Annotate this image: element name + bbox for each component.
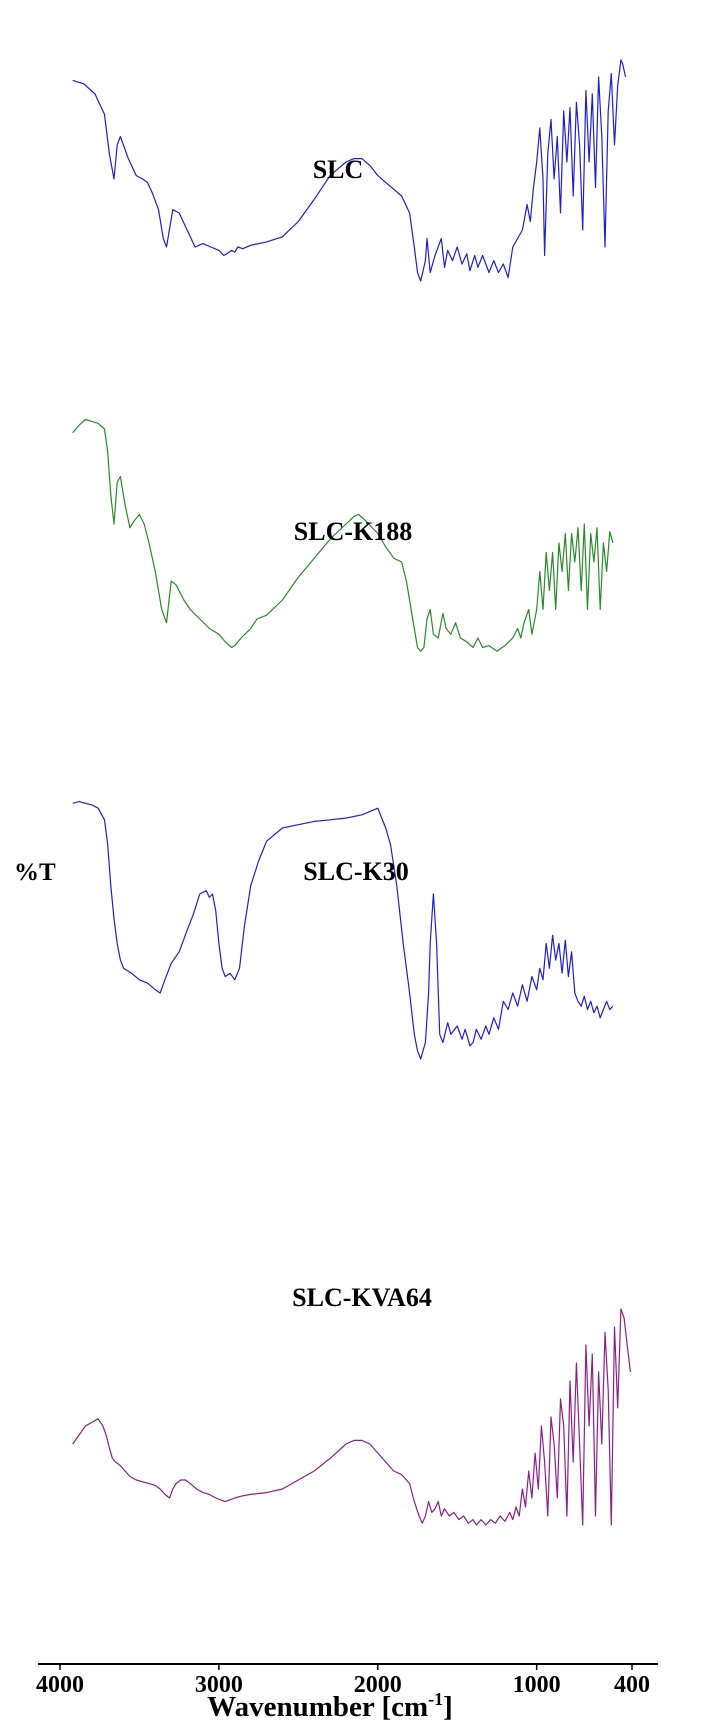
series-label-slc-k188: SLC-K188 [294, 517, 412, 546]
series-line-slc-kva64 [72, 1308, 631, 1526]
x-tick-label-1000: 1000 [513, 1672, 561, 1698]
series-label-slc-k30: SLC-K30 [303, 857, 408, 886]
spectra-group [72, 59, 631, 1526]
series-line-slc-k188 [72, 418, 614, 652]
x-tick-label-400: 400 [614, 1672, 650, 1698]
series-line-slc-k30 [72, 800, 614, 1060]
x-axis-title-sup: -1 [428, 1689, 443, 1709]
series-label-slc: SLC [313, 155, 364, 184]
x-tick-label-4000: 4000 [36, 1672, 84, 1698]
y-axis-label: %T [14, 859, 56, 886]
x-tick-label-2000: 2000 [354, 1672, 402, 1698]
x-axis-title: Wavenumber [cm-1] [207, 1689, 453, 1723]
x-axis-ticks: 4000 3000 2000 1000 400 [36, 1664, 650, 1698]
series-label-slc-kva64: SLC-KVA64 [292, 1283, 432, 1312]
x-axis-title-end: ] [443, 1691, 453, 1723]
x-axis-title-main: Wavenumber [cm [207, 1691, 428, 1723]
x-tick-label-3000: 3000 [195, 1672, 243, 1698]
series-line-slc [72, 59, 627, 282]
